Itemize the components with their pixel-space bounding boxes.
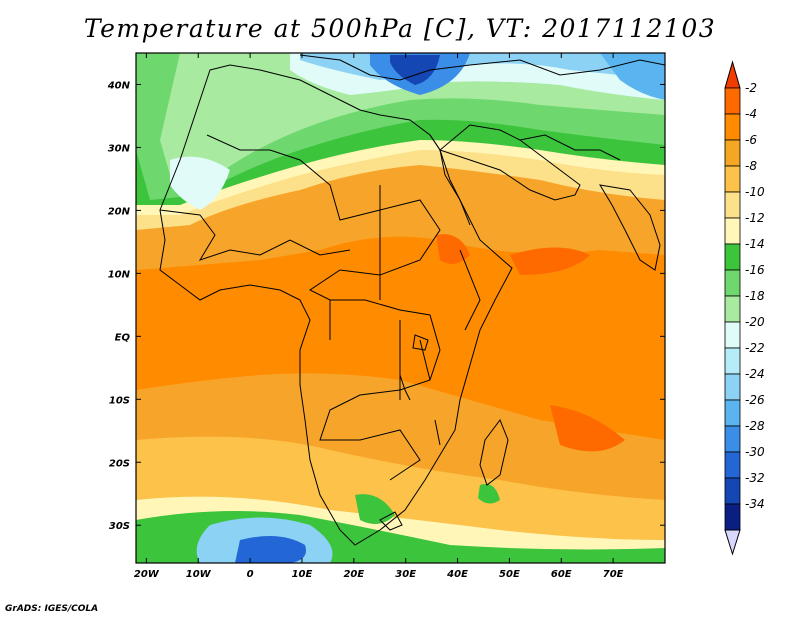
colorbar-label: -6 — [745, 133, 757, 147]
colorbar-swatch — [724, 139, 741, 167]
colorbar-bottom-arrow — [724, 529, 741, 556]
colorbar-swatch — [724, 399, 741, 427]
colorbar-swatch — [724, 243, 741, 271]
coastlines — [159, 54, 665, 546]
colorbar-label: -30 — [745, 445, 765, 459]
lat-tick-label: EQ — [115, 332, 131, 343]
field-cold-spot-madagascar — [478, 484, 500, 504]
colorbar-label: -22 — [745, 341, 765, 355]
great-lakes — [399, 334, 441, 446]
plot-frame — [135, 52, 666, 564]
field-warm-spot-ethiopia — [436, 234, 470, 264]
colorbar-swatch — [724, 295, 741, 323]
credit-text: GrADS: IGES/COLA — [5, 604, 99, 614]
lat-tick-label: 30N — [108, 143, 131, 154]
field-cold-northeast — [600, 53, 665, 100]
colorbar: -2 -4 -6 -8 -10 -12 -14 -16 -18 -20 -22 -24 -26 -28 -3… — [724, 60, 765, 556]
colorbar-swatch — [724, 113, 741, 141]
africa-outline — [159, 64, 513, 546]
map-title: Temperature at 500hPa [C], VT: 201711210… — [83, 14, 717, 43]
india-outline — [599, 184, 661, 271]
lon-tick-label: 20W — [134, 569, 160, 580]
lat-tick-label: 10N — [108, 269, 131, 280]
lon-tick-label: 50E — [499, 569, 520, 580]
colorbar-swatch — [724, 451, 741, 479]
axis-ticks: 20W 10W 0 10E 20E 30E 40E 50E 60E 70E 40N 30N 20N 10N… — [107, 53, 665, 580]
colorbar-swatch — [724, 217, 741, 245]
field-cold-core-med-inner — [390, 55, 440, 85]
colorbar-swatch — [724, 191, 741, 219]
field-warm-spot-arabian-sea — [510, 247, 590, 275]
colorbar-swatch — [724, 269, 741, 297]
colorbar-swatch — [724, 321, 741, 349]
colorbar-label: -2 — [745, 81, 757, 95]
madagascar-outline — [479, 418, 509, 486]
colorbar-swatch — [724, 373, 741, 401]
colorbar-label: -10 — [745, 185, 765, 199]
arabia-outline — [438, 124, 581, 201]
colorbar-label: -28 — [745, 419, 765, 433]
colorbar-label: -16 — [745, 263, 765, 277]
colorbar-label: -14 — [745, 237, 765, 251]
field-cold-spot-southafrica — [355, 494, 395, 524]
colorbar-label: -26 — [745, 393, 765, 407]
lon-tick-label: 10E — [292, 569, 313, 580]
west-africa-borders — [159, 209, 351, 261]
colorbar-label: -8 — [745, 159, 757, 173]
colorbar-label: -34 — [745, 497, 765, 511]
temperature-field — [136, 53, 665, 563]
red-sea-coast — [429, 134, 471, 226]
colorbar-label: -20 — [745, 315, 765, 329]
colorbar-swatch — [724, 87, 741, 115]
lat-tick-label: 40N — [107, 80, 131, 91]
lon-tick-label: 20E — [343, 569, 364, 580]
field-cold-pocket-sahara — [170, 156, 230, 210]
lat-tick-label: 20S — [109, 458, 130, 469]
colorbar-top-arrow — [724, 60, 741, 89]
central-borders — [329, 185, 481, 400]
colorbar-swatch — [724, 503, 741, 531]
lon-tick-label: 30E — [395, 569, 416, 580]
gulf-coast — [519, 134, 621, 161]
colorbar-label: -32 — [745, 471, 765, 485]
colorbar-label: -12 — [745, 211, 765, 225]
field-warm-spot-indian-ocean — [550, 405, 625, 452]
colorbar-swatch — [724, 477, 741, 505]
colorbar-swatch — [724, 165, 741, 193]
lesotho-outline — [379, 511, 403, 531]
colorbar-label: -18 — [745, 289, 765, 303]
europe-coast — [299, 54, 665, 81]
lat-tick-label: 20N — [108, 206, 131, 217]
colorbar-label: -24 — [745, 367, 765, 381]
lon-tick-label: 70E — [603, 569, 624, 580]
colorbar-swatch — [724, 425, 741, 453]
lat-tick-label: 10S — [109, 395, 130, 406]
lon-tick-label: 60E — [551, 569, 572, 580]
lon-tick-label: 0 — [247, 569, 254, 580]
lat-tick-label: 30S — [109, 521, 130, 532]
lon-tick-label: 10W — [186, 569, 212, 580]
field-band-minus18 — [160, 53, 665, 180]
lon-tick-label: 40E — [446, 569, 468, 580]
colorbar-swatch — [724, 347, 741, 375]
colorbar-label: -4 — [745, 107, 757, 121]
field-cold-core-south — [235, 536, 306, 563]
